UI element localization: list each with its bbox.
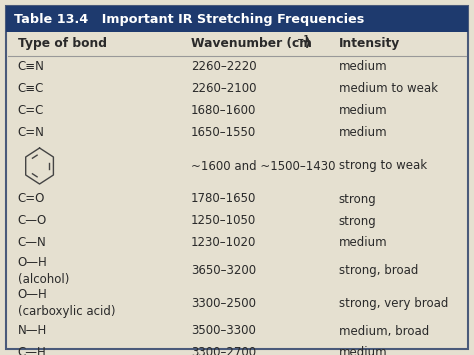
- Text: Type of bond: Type of bond: [18, 38, 107, 50]
- Text: medium: medium: [338, 346, 387, 355]
- Text: Table 13.4   Important IR Stretching Frequencies: Table 13.4 Important IR Stretching Frequ…: [14, 12, 364, 26]
- Text: medium, broad: medium, broad: [338, 324, 429, 338]
- Text: Intensity: Intensity: [338, 38, 400, 50]
- Text: 3300–2700: 3300–2700: [191, 346, 256, 355]
- Text: strong: strong: [338, 214, 376, 228]
- Text: 3650–3200: 3650–3200: [191, 264, 256, 277]
- Bar: [6, 6, 468, 32]
- Text: O—H
(carboxylic acid): O—H (carboxylic acid): [18, 289, 115, 318]
- Text: medium: medium: [338, 104, 387, 118]
- Text: C=N: C=N: [18, 126, 45, 140]
- Text: medium to weak: medium to weak: [338, 82, 438, 95]
- Text: 1650–1550: 1650–1550: [191, 126, 256, 140]
- Text: strong, broad: strong, broad: [338, 264, 418, 277]
- Text: ~1600 and ~1500–1430: ~1600 and ~1500–1430: [191, 159, 335, 173]
- Text: C—H: C—H: [18, 346, 46, 355]
- Text: medium: medium: [338, 236, 387, 250]
- Text: ): ): [304, 38, 310, 50]
- Text: 2260–2220: 2260–2220: [191, 60, 256, 73]
- Text: O—H
(alcohol): O—H (alcohol): [18, 256, 69, 285]
- Text: 3300–2500: 3300–2500: [191, 297, 256, 310]
- Text: C—N: C—N: [18, 236, 46, 250]
- Text: strong, very broad: strong, very broad: [338, 297, 448, 310]
- Text: 1780–1650: 1780–1650: [191, 192, 256, 206]
- Text: 2260–2100: 2260–2100: [191, 82, 256, 95]
- Text: C=C: C=C: [18, 104, 44, 118]
- Text: strong: strong: [338, 192, 376, 206]
- Text: C≡C: C≡C: [18, 82, 44, 95]
- Text: C≡N: C≡N: [18, 60, 45, 73]
- Text: 1250–1050: 1250–1050: [191, 214, 256, 228]
- Text: N—H: N—H: [18, 324, 47, 338]
- Text: C—O: C—O: [18, 214, 47, 228]
- Text: −1: −1: [296, 34, 310, 44]
- Text: C=O: C=O: [18, 192, 45, 206]
- Text: 3500–3300: 3500–3300: [191, 324, 255, 338]
- Text: 1230–1020: 1230–1020: [191, 236, 256, 250]
- Text: 1680–1600: 1680–1600: [191, 104, 256, 118]
- Text: medium: medium: [338, 60, 387, 73]
- Text: Wavenumber (cm: Wavenumber (cm: [191, 38, 312, 50]
- Text: medium: medium: [338, 126, 387, 140]
- Text: strong to weak: strong to weak: [338, 159, 427, 173]
